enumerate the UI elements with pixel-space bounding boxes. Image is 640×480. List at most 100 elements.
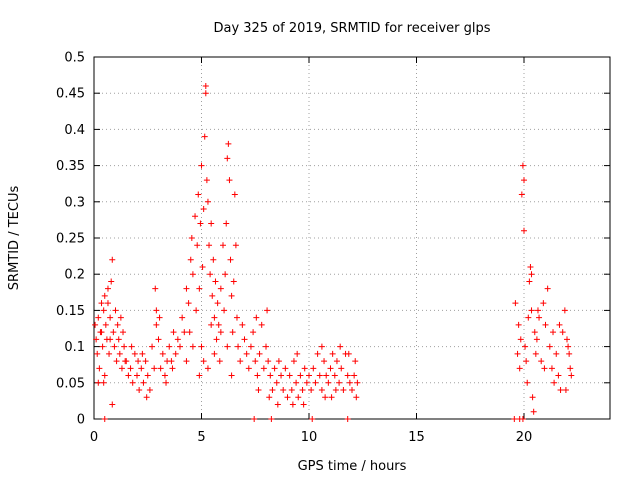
data-point — [100, 379, 107, 386]
data-point — [237, 358, 244, 365]
x-axis-label: GPS time / hours — [298, 459, 407, 474]
x-tick-label: 5 — [197, 430, 205, 445]
data-point — [556, 321, 563, 328]
data-point — [275, 358, 282, 365]
data-point — [269, 387, 276, 394]
data-point — [331, 372, 338, 379]
data-points — [92, 82, 575, 422]
data-point — [200, 206, 207, 213]
data-point — [286, 372, 293, 379]
data-point — [224, 155, 231, 162]
chart-title: Day 325 of 2019, SRMTID for receiver glp… — [213, 21, 490, 36]
data-point — [116, 350, 123, 357]
x-tick-label: 0 — [90, 430, 98, 445]
data-point — [93, 336, 100, 343]
data-point — [530, 408, 537, 415]
data-point — [210, 256, 217, 263]
data-point — [140, 379, 147, 386]
data-point — [553, 350, 560, 357]
data-point — [215, 321, 222, 328]
data-point — [306, 372, 312, 379]
data-point — [206, 242, 213, 249]
data-point — [336, 379, 343, 386]
data-point — [241, 336, 248, 343]
data-point — [127, 365, 134, 372]
data-point — [273, 379, 280, 386]
data-point — [216, 358, 223, 365]
data-point — [534, 307, 541, 314]
data-point — [194, 242, 201, 249]
data-point — [196, 372, 203, 379]
data-point — [197, 220, 204, 227]
data-point — [185, 300, 192, 307]
data-point — [95, 314, 102, 321]
data-point — [253, 314, 260, 321]
data-point — [540, 300, 547, 307]
data-point — [538, 358, 545, 365]
data-point — [280, 387, 287, 394]
data-point — [134, 372, 140, 379]
data-point — [544, 285, 551, 292]
data-point — [138, 365, 145, 372]
data-point — [189, 271, 196, 278]
data-point — [565, 343, 572, 350]
data-point — [95, 379, 102, 386]
data-point — [526, 278, 533, 285]
data-point — [123, 358, 130, 365]
data-point — [274, 401, 281, 408]
data-point — [266, 394, 273, 401]
data-point — [264, 307, 271, 314]
data-point — [142, 358, 149, 365]
data-point — [193, 307, 200, 314]
data-point — [96, 365, 103, 372]
data-point — [303, 379, 310, 386]
y-tick-label: 0.2 — [64, 268, 85, 283]
data-point — [555, 372, 562, 379]
data-point — [318, 387, 325, 394]
data-point — [531, 329, 538, 336]
data-point — [204, 198, 211, 205]
data-point — [118, 365, 125, 372]
data-point — [156, 314, 163, 321]
data-point — [309, 416, 316, 422]
data-point — [551, 379, 558, 386]
data-point — [251, 416, 258, 422]
data-point — [109, 256, 116, 263]
data-point — [258, 321, 265, 328]
y-tick-label: 0.3 — [64, 195, 85, 210]
data-point — [112, 307, 119, 314]
data-point — [528, 307, 535, 314]
y-tick-label: 0.15 — [56, 304, 85, 319]
data-point — [226, 177, 233, 184]
data-point — [351, 372, 358, 379]
data-point — [151, 365, 158, 372]
data-point — [108, 278, 115, 285]
data-point — [188, 235, 195, 241]
data-point — [209, 292, 216, 299]
data-point — [172, 350, 179, 357]
data-point — [327, 365, 334, 372]
data-point — [316, 372, 323, 379]
data-point — [288, 387, 295, 394]
data-point — [128, 343, 135, 350]
data-point — [252, 358, 259, 365]
data-point — [532, 350, 539, 357]
data-point — [268, 416, 275, 422]
data-point — [310, 365, 317, 372]
data-point — [247, 343, 254, 350]
data-point — [284, 394, 291, 401]
data-point — [161, 372, 168, 379]
data-point — [99, 343, 106, 350]
data-point — [230, 278, 237, 285]
y-tick-label: 0.5 — [64, 51, 85, 66]
data-point — [109, 401, 116, 408]
data-point — [187, 256, 194, 263]
data-point — [146, 387, 153, 394]
data-point — [100, 307, 107, 314]
data-point — [557, 387, 564, 394]
data-point — [212, 278, 219, 285]
data-point — [260, 365, 267, 372]
data-point — [198, 162, 205, 169]
data-point — [177, 343, 183, 350]
